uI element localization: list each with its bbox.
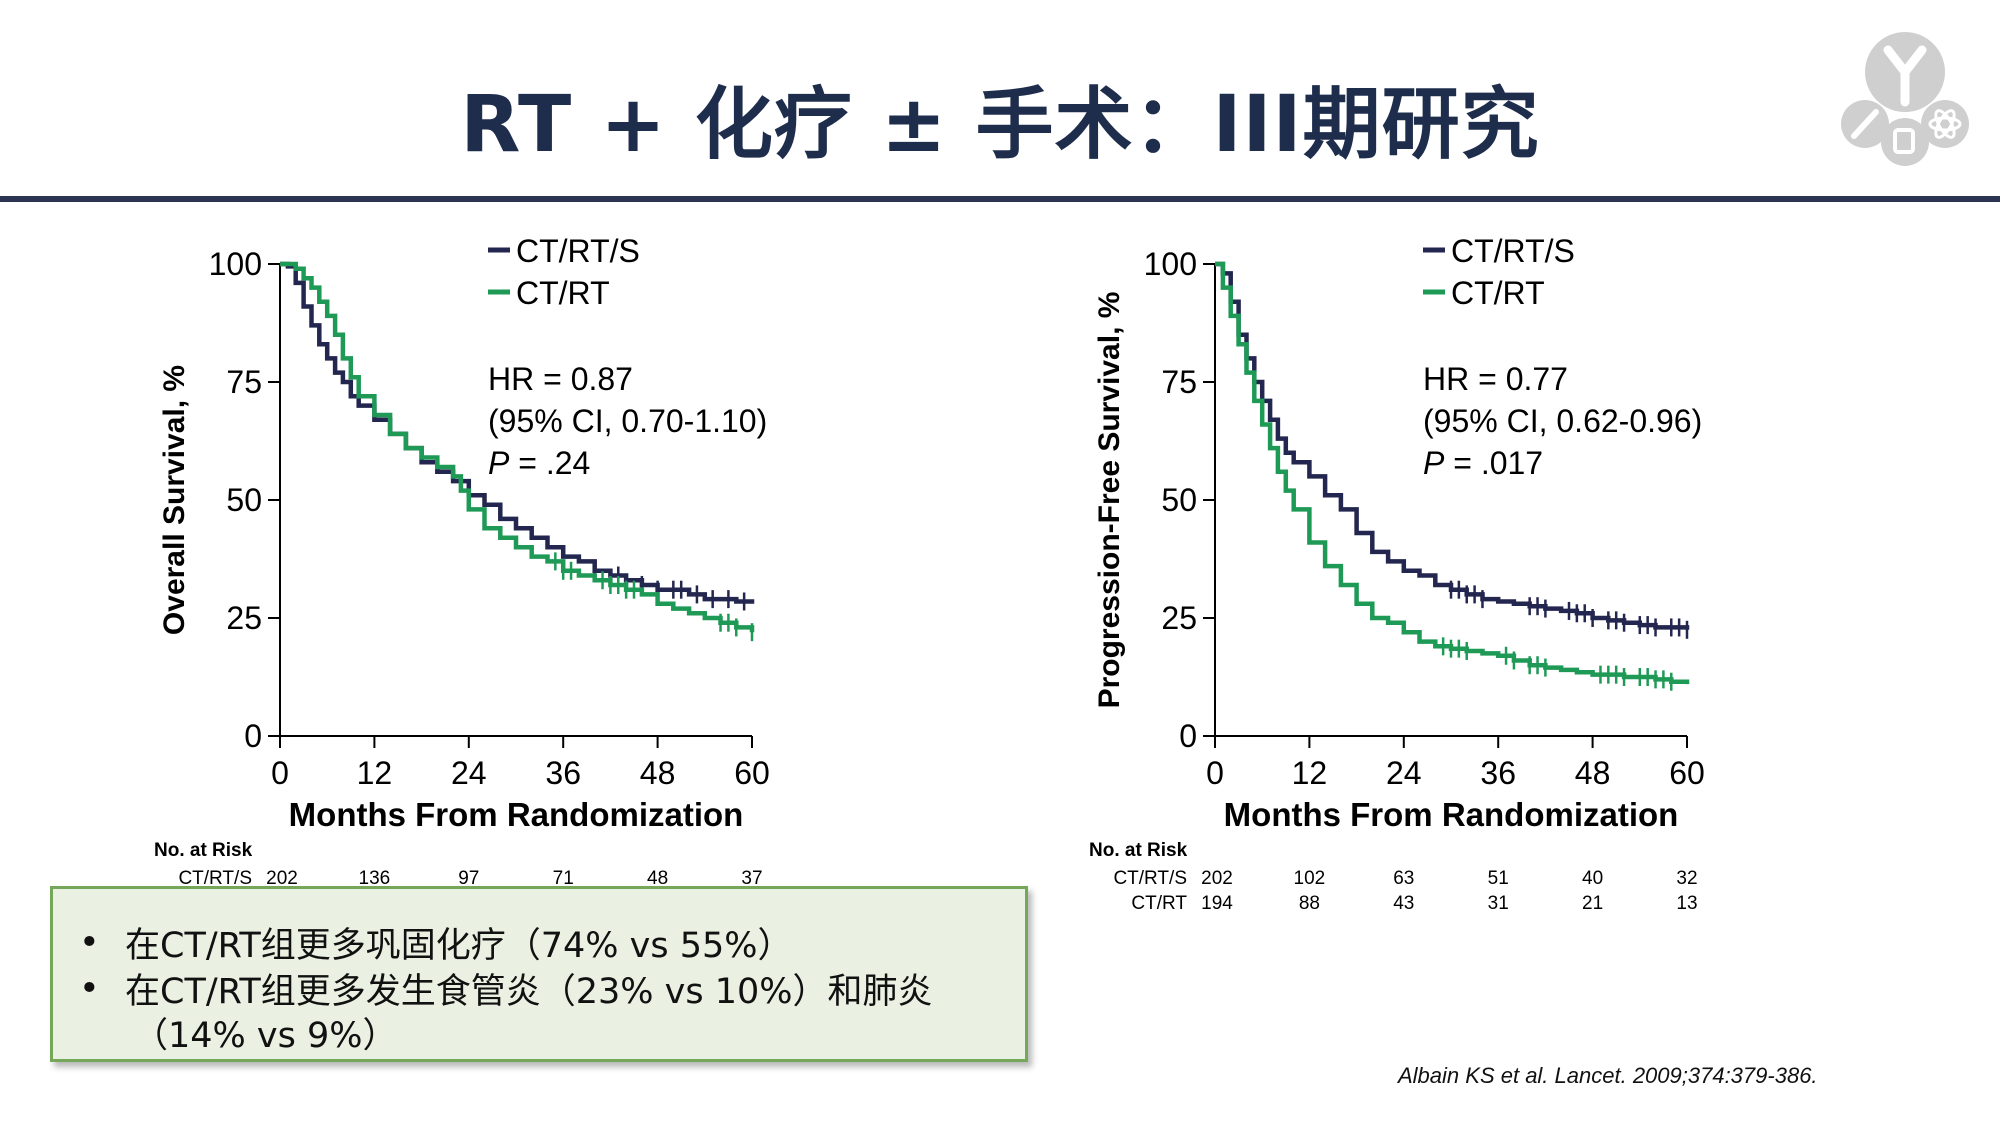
stat-annotation: HR = 0.77	[1423, 361, 1568, 397]
p-value-text: = .017	[1444, 445, 1543, 481]
legend-label: CT/RT	[1451, 275, 1545, 311]
risk-value: 102	[1294, 868, 1326, 889]
oncology-logo-icon	[1841, 32, 1969, 166]
legend-label: CT/RT/S	[516, 233, 640, 269]
x-tick-label: 0	[271, 755, 289, 791]
stat-annotation: P = .24	[488, 445, 590, 481]
p-value-text: = .24	[509, 445, 590, 481]
y-tick-label: 100	[1144, 246, 1197, 282]
bullet-esophagitis: 在CT/RT组更多发生食管炎（23% vs 10%）和肺炎	[125, 972, 933, 1012]
p-value-symbol: P	[1423, 445, 1445, 481]
x-tick-label: 36	[545, 755, 581, 791]
risk-value: 51	[1488, 868, 1509, 889]
stat-annotation: (95% CI, 0.62-0.96)	[1423, 403, 1702, 439]
risk-table-header: No. at Risk	[1089, 840, 1188, 861]
risk-value: 31	[1488, 893, 1509, 914]
slide-title: RT + 化疗 ± 手术：III期研究	[460, 80, 1540, 170]
x-tick-label: 48	[640, 755, 676, 791]
y-axis-label: Progression-Free Survival, %	[1093, 292, 1126, 709]
risk-value: 202	[1201, 868, 1233, 889]
x-axis-label: Months From Randomization	[1224, 796, 1679, 833]
x-tick-label: 24	[1386, 755, 1422, 791]
x-tick-label: 48	[1575, 755, 1611, 791]
risk-row-label: CT/RT/S	[178, 868, 252, 889]
y-tick-label: 0	[1179, 718, 1197, 754]
risk-value: 32	[1676, 868, 1697, 889]
legend-label: CT/RT	[516, 275, 610, 311]
title-divider	[0, 196, 2000, 202]
overall-survival-chart: 0 25 50 75 100 0 12 24 36 48 60 Months From Randomi…	[154, 233, 770, 889]
y-tick-label: 75	[1161, 364, 1197, 400]
risk-table-header: No. at Risk	[154, 840, 253, 861]
risk-value: 43	[1393, 893, 1414, 914]
risk-value: 48	[647, 868, 668, 889]
y-tick-label: 100	[209, 246, 262, 282]
stat-annotation: HR = 0.87	[488, 361, 633, 397]
key-findings-callout: • 在CT/RT组更多巩固化疗（74% vs 55%） • 在CT/RT组更多发…	[50, 886, 1028, 1062]
risk-value: 202	[266, 868, 298, 889]
risk-value: 71	[553, 868, 574, 889]
stat-annotation: (95% CI, 0.70-1.10)	[488, 403, 767, 439]
y-tick-label: 25	[1161, 600, 1197, 636]
y-tick-label: 75	[226, 364, 262, 400]
x-tick-label: 0	[1206, 755, 1224, 791]
y-tick-label: 50	[226, 482, 262, 518]
risk-value: 40	[1582, 868, 1603, 889]
legend-label: CT/RT/S	[1451, 233, 1575, 269]
risk-row-label: CT/RT/S	[1113, 868, 1187, 889]
citation: Albain KS et al. Lancet. 2009;374:379-38…	[1398, 1063, 1818, 1088]
bullet-pneumonitis: （14% vs 9%）	[133, 1016, 398, 1056]
stat-annotation: P = .017	[1423, 445, 1543, 481]
km-curve-ct-rt	[1215, 261, 1690, 685]
risk-value: 136	[359, 868, 391, 889]
risk-value: 88	[1299, 893, 1320, 914]
bullet-marker: •	[79, 969, 100, 1009]
risk-value: 21	[1582, 893, 1603, 914]
y-tick-label: 25	[226, 600, 262, 636]
x-tick-label: 24	[451, 755, 487, 791]
y-axis-label: Overall Survival, %	[158, 365, 191, 635]
x-tick-label: 60	[1669, 755, 1705, 791]
risk-value: 13	[1676, 893, 1697, 914]
x-tick-label: 36	[1480, 755, 1516, 791]
risk-value: 97	[458, 868, 479, 889]
x-tick-label: 60	[734, 755, 770, 791]
risk-value: 37	[741, 868, 762, 889]
y-tick-label: 0	[244, 718, 262, 754]
risk-value: 194	[1201, 893, 1233, 914]
y-tick-label: 50	[1161, 482, 1197, 518]
x-axis-label: Months From Randomization	[289, 796, 744, 833]
p-value-symbol: P	[488, 445, 510, 481]
risk-row-label: CT/RT	[1131, 893, 1187, 914]
risk-value: 63	[1393, 868, 1414, 889]
bullet-consolidation-chemo: 在CT/RT组更多巩固化疗（74% vs 55%）	[125, 926, 793, 966]
x-tick-label: 12	[357, 755, 393, 791]
km-curve-ct-rt	[280, 261, 755, 633]
bullet-marker: •	[79, 923, 100, 963]
progression-free-survival-chart: 0 25 50 75 100 0 12 24 36 48 60 Months From Randomi…	[1089, 233, 1705, 914]
x-tick-label: 12	[1292, 755, 1328, 791]
